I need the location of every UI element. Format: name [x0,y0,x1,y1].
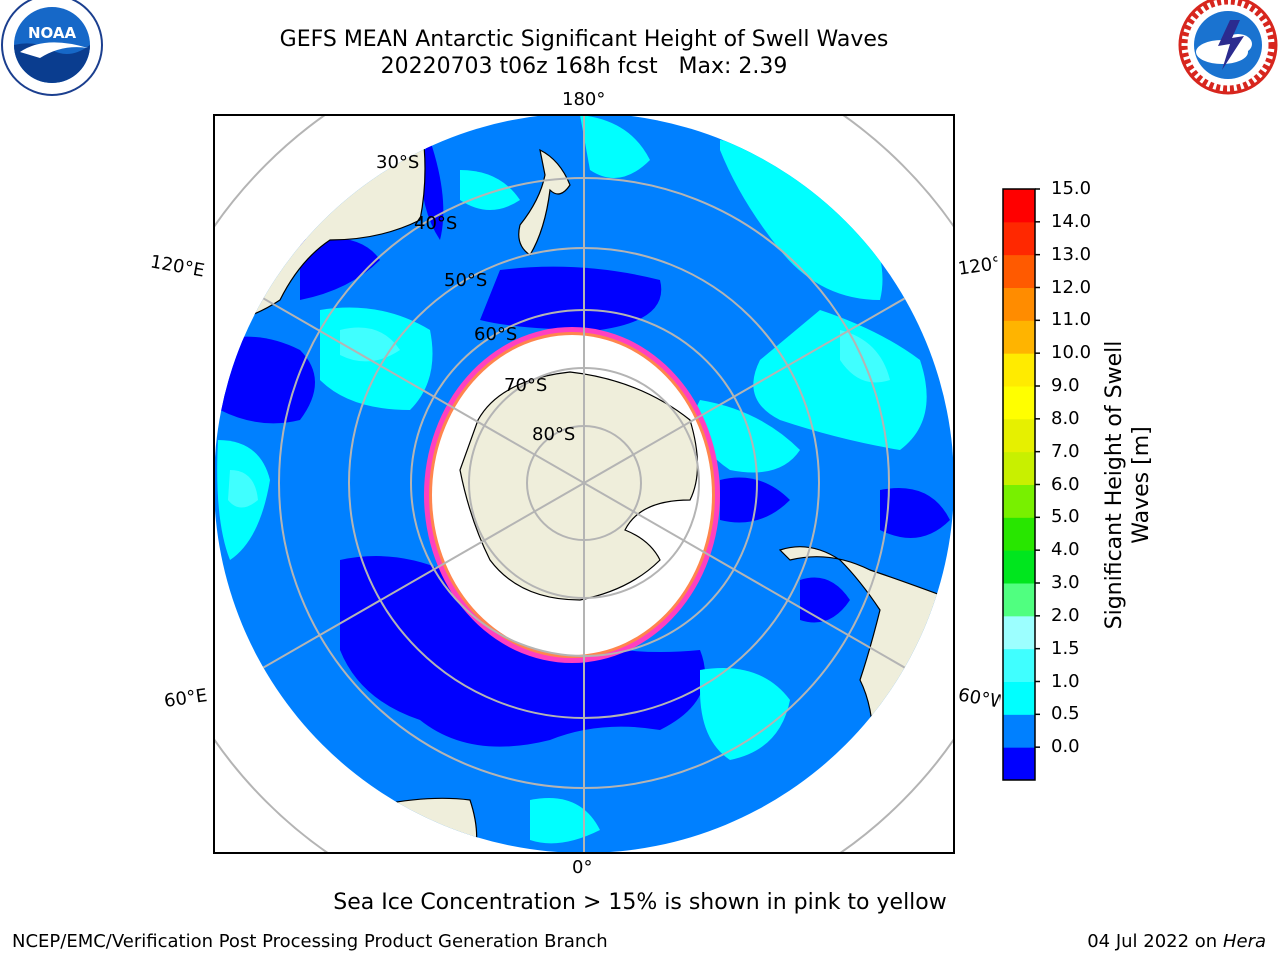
colorbar-title: Significant Height of Swell Waves [m] [1101,255,1155,715]
lat-label-30s: 30°S [376,152,420,173]
colorbar-tick-label: 9.0 [1051,375,1080,396]
colorbar-tick-label: 0.5 [1051,703,1080,725]
colorbar-tick-label: 1.5 [1051,637,1080,659]
sea-ice-note: Sea Ice Concentration > 15% is shown in … [333,890,947,915]
colorbar-segment [1003,484,1035,518]
map-border [213,114,955,854]
colorbar-segment [1003,189,1035,223]
noaa-logo: NOAA [1,0,103,96]
colorbar-segment [1003,615,1035,650]
footer-date: 04 Jul 2022 on Hera [1087,931,1266,952]
colorbar-tick-label: 5.0 [1051,506,1080,528]
colorbar-title-line2: Waves [m] [1129,426,1154,544]
colorbar-tick-label: 4.0 [1051,539,1080,561]
colorbar-segment [1003,648,1035,682]
colorbar [1002,188,1040,781]
chart-title: GEFS MEAN Antarctic Significant Height o… [279,27,889,52]
colorbar-segment [1003,254,1035,288]
colorbar-segment [1003,320,1035,354]
lon-label-0: 0° [572,857,593,878]
colorbar-tick-label: 14.0 [1051,210,1092,232]
colorbar-segment [1003,418,1035,453]
colorbar-segment [1003,517,1035,551]
footer-credit: NCEP/EMC/Verification Post Processing Pr… [12,931,608,952]
colorbar-segment [1003,353,1035,387]
lat-label-60s: 60°S [474,324,518,345]
noaa-logo-text: NOAA [28,24,77,42]
lat-label-80s: 80°S [532,424,576,445]
colorbar-tick-label: 8.0 [1051,407,1080,429]
colorbar-tick-label: 10.0 [1051,342,1092,364]
colorbar-segment [1003,287,1035,321]
colorbar-tick-label: 1.0 [1051,670,1080,692]
lon-label-180: 180° [562,89,606,110]
colorbar-segment [1003,583,1035,617]
colorbar-segment [1003,451,1035,485]
lat-label-50s: 50°S [444,270,488,291]
colorbar-tick-label: 7.0 [1051,440,1080,462]
nws-logo [1178,0,1278,95]
colorbar-segment [1003,681,1035,715]
colorbar-tick-label: 0.0 [1051,736,1080,758]
colorbar-tick-label: 15.0 [1051,178,1092,199]
colorbar-tick-label: 6.0 [1051,473,1080,495]
colorbar-segment [1003,714,1035,748]
lat-label-70s: 70°S [504,375,548,396]
colorbar-tick-label: 13.0 [1051,243,1092,265]
longitude-grid [214,115,954,853]
colorbar-segment [1003,386,1035,420]
colorbar-tick-label: 3.0 [1051,572,1080,593]
colorbar-segment [1003,550,1035,584]
colorbar-tick-label: 11.0 [1051,309,1092,331]
footer-host: Hera [1222,931,1266,952]
footer-date-text: 04 Jul 2022 on [1087,931,1218,952]
colorbar-segment [1003,221,1035,256]
colorbar-title-line1: Significant Height of Swell [1102,340,1127,630]
colorbar-tick-label: 2.0 [1051,604,1080,626]
colorbar-tick-label: 12.0 [1051,276,1092,298]
colorbar-segment [1003,747,1035,781]
lat-label-40s: 40°S [414,213,458,234]
chart-subtitle: 20220703 t06z 168h fcst Max: 2.39 [380,54,788,79]
